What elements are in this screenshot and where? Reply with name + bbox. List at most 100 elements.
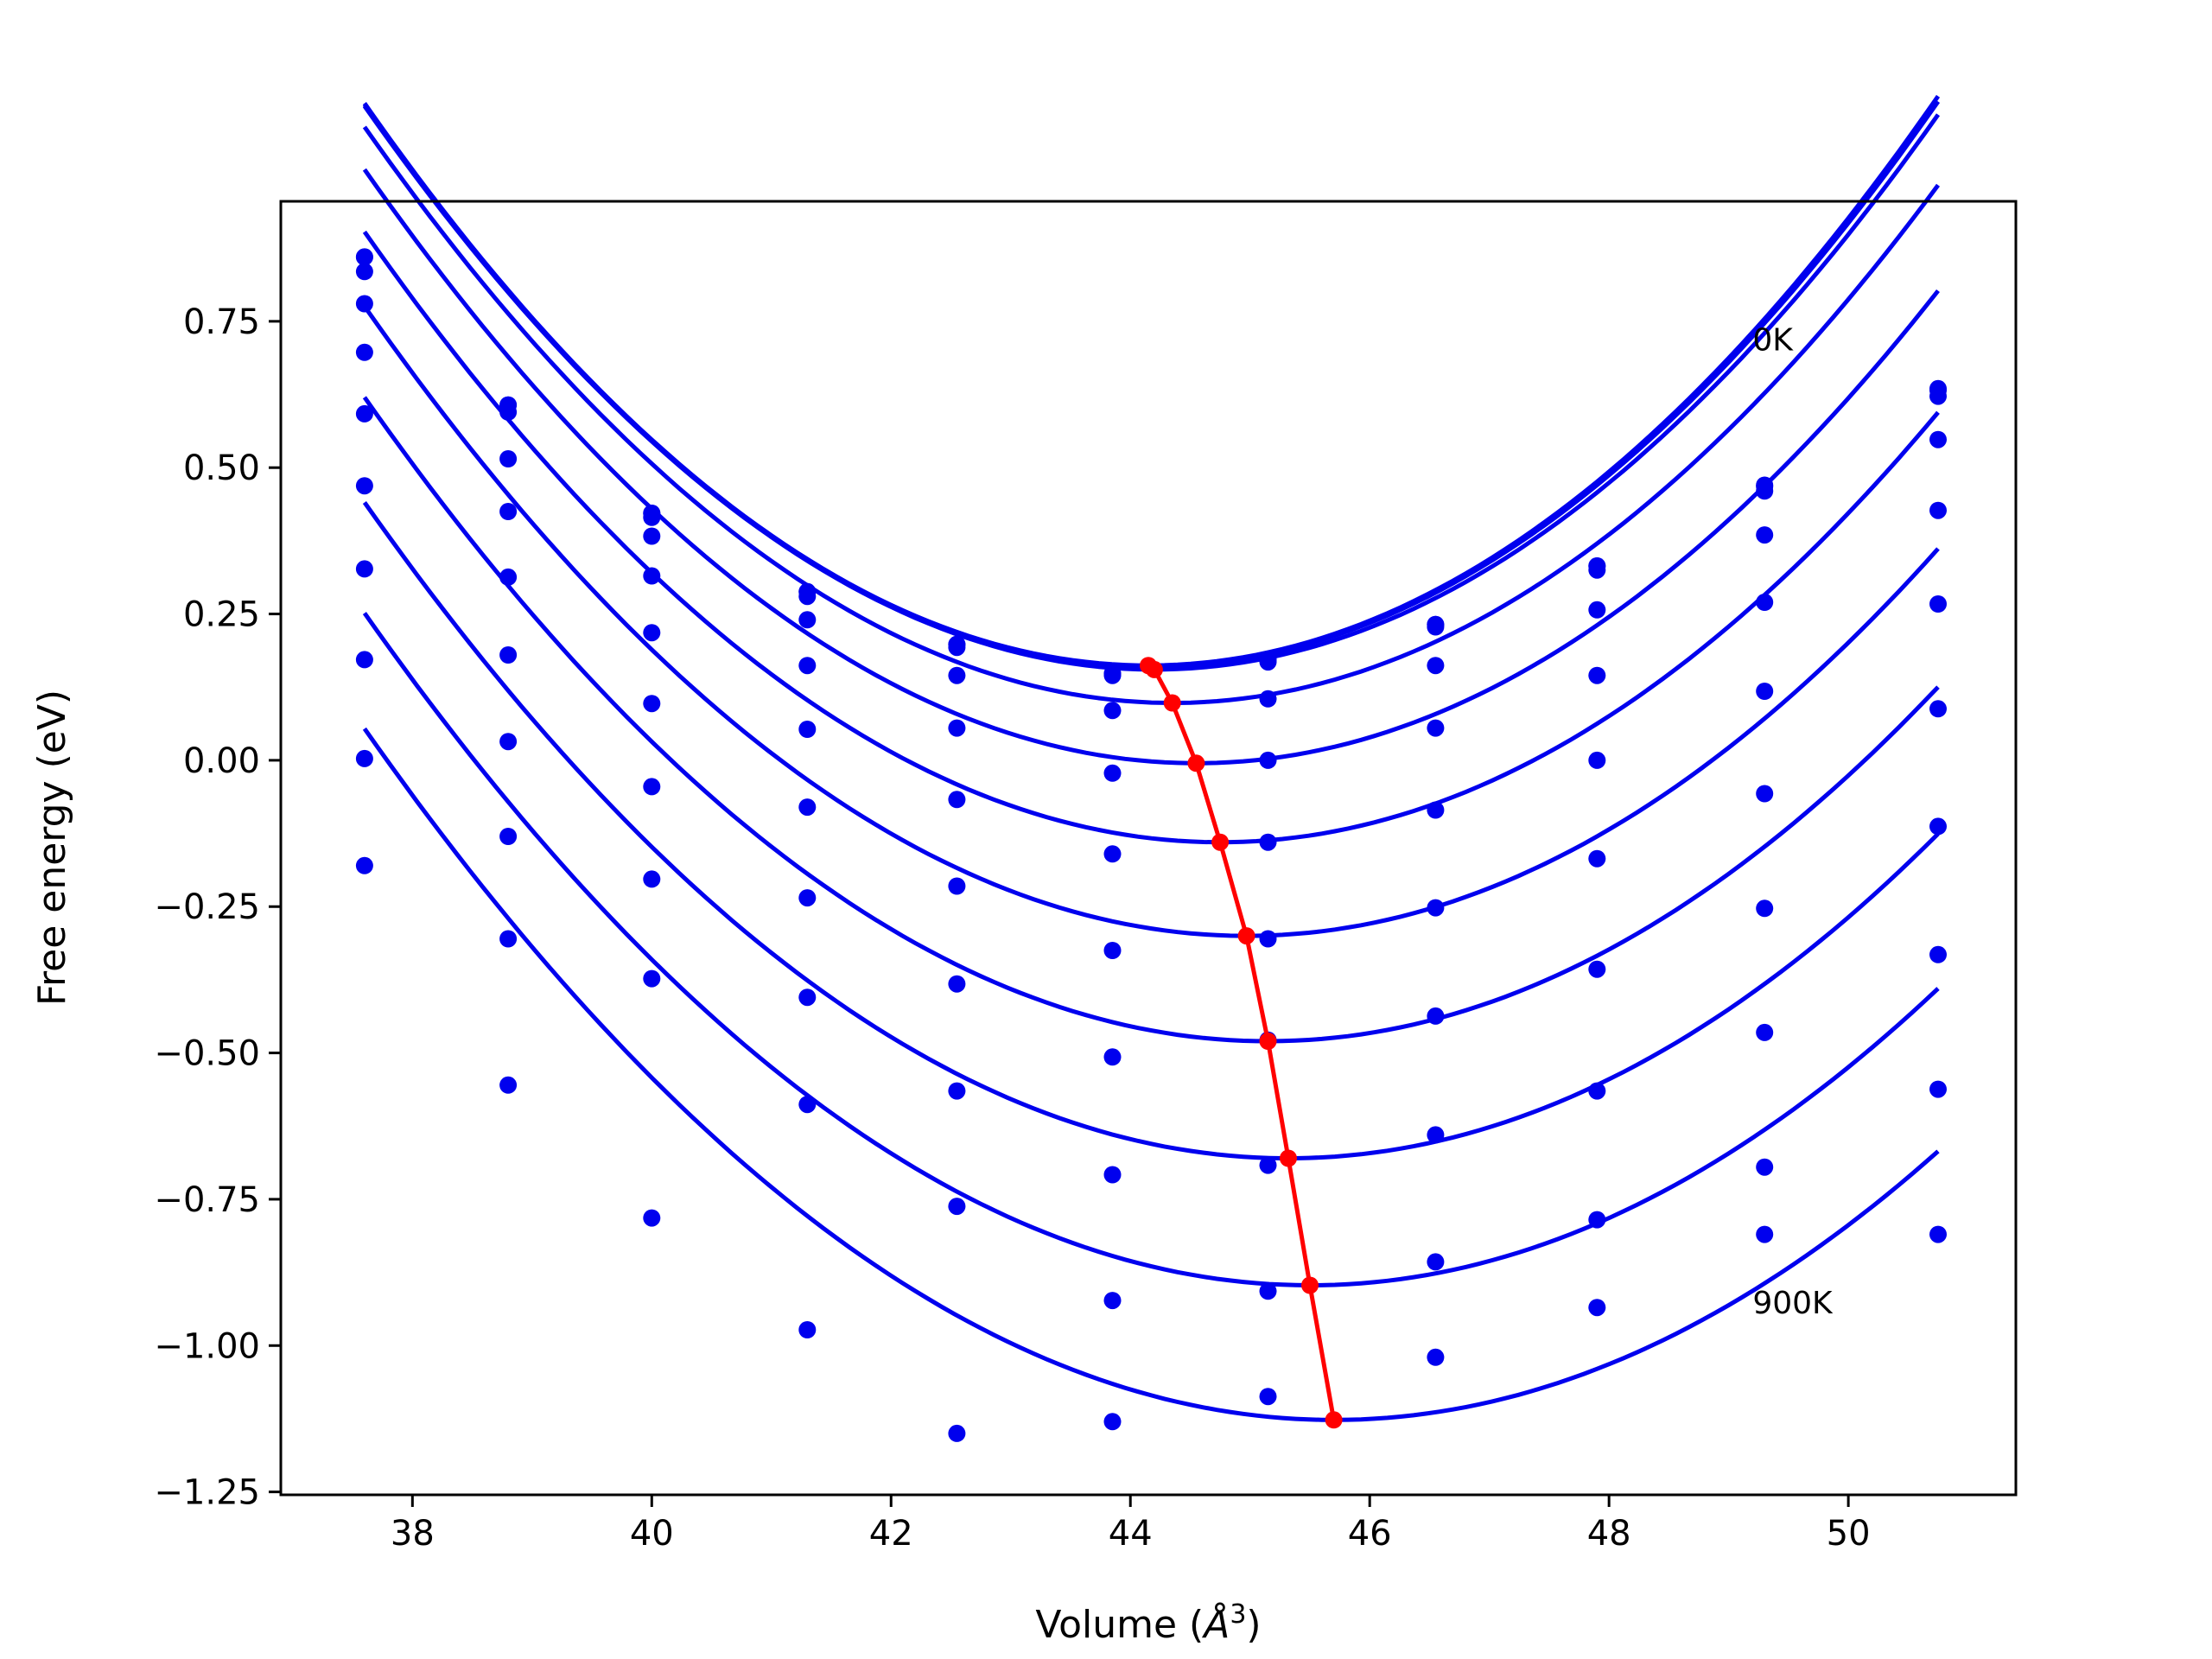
data-point	[1427, 1348, 1445, 1366]
data-point	[1103, 702, 1122, 720]
y-tick-label: 0.75	[183, 302, 260, 342]
data-point	[355, 263, 373, 281]
data-point	[1756, 1023, 1774, 1041]
minimum-point	[1163, 694, 1181, 712]
data-point	[1259, 1156, 1277, 1174]
data-point	[355, 295, 373, 313]
data-point	[798, 889, 817, 907]
data-point	[1103, 1166, 1122, 1184]
x-axis-ticks: 38 40 42 44 46 48 50	[391, 1495, 1871, 1554]
data-point	[1259, 1282, 1277, 1300]
x-tick-label: 48	[1587, 1514, 1631, 1554]
fit-curve-5	[362, 230, 1940, 845]
data-point	[355, 856, 373, 874]
data-point	[1427, 1007, 1445, 1025]
data-point	[948, 666, 966, 684]
temperature-annotation: 900K	[1752, 1286, 1834, 1321]
data-point	[1588, 601, 1606, 619]
data-point	[499, 646, 518, 664]
data-point	[499, 568, 518, 586]
data-point	[1103, 942, 1122, 959]
data-point	[798, 988, 817, 1007]
axes-frame	[279, 200, 2018, 1497]
data-point	[355, 749, 373, 767]
data-point	[1259, 690, 1277, 708]
x-tick-label: 38	[391, 1514, 435, 1554]
data-point	[1929, 1225, 1947, 1243]
minimum-point	[1145, 660, 1163, 678]
data-point	[1588, 849, 1606, 868]
data-point	[1929, 700, 1947, 718]
x-axis-label: Volume (Å3)	[1035, 1599, 1261, 1648]
data-point	[1588, 1299, 1606, 1317]
data-point	[1929, 817, 1947, 836]
data-point	[1588, 666, 1606, 684]
minimum-point	[1237, 927, 1255, 945]
data-point	[1756, 683, 1774, 700]
data-point	[499, 503, 518, 520]
data-point	[643, 527, 661, 545]
minima-line	[1140, 657, 1343, 1429]
fit-curve-9	[362, 612, 1940, 1288]
y-tick-label: −0.50	[154, 1034, 260, 1074]
y-tick-label: 0.25	[183, 595, 260, 635]
data-point	[1929, 501, 1947, 519]
data-point	[1588, 751, 1606, 769]
data-point	[1103, 845, 1122, 863]
data-point	[643, 695, 661, 713]
data-point	[1929, 945, 1947, 963]
data-point	[1427, 899, 1445, 917]
data-point	[1756, 482, 1774, 500]
data-point	[1427, 719, 1445, 737]
data-point	[948, 975, 966, 993]
y-axis-ticks: −1.25 −1.00 −0.75 −0.50 −0.25 0.00 0.25 0.50 0.7…	[154, 302, 281, 1513]
data-point	[1103, 764, 1122, 782]
data-point	[643, 969, 661, 988]
data-point	[948, 1198, 966, 1216]
data-point	[1259, 833, 1277, 851]
data-point	[1427, 618, 1445, 636]
data-point	[1427, 1253, 1445, 1271]
data-point	[1756, 1225, 1774, 1243]
data-point	[1103, 1048, 1122, 1066]
data-point	[798, 798, 817, 817]
data-point	[1929, 1080, 1947, 1098]
data-point	[798, 721, 817, 738]
data-point	[643, 870, 661, 888]
y-tick-label: −1.00	[154, 1326, 260, 1366]
data-point	[1756, 785, 1774, 803]
data-point	[355, 651, 373, 669]
data-point	[1929, 387, 1947, 405]
data-point	[1588, 1211, 1606, 1229]
data-points	[355, 248, 1947, 1442]
data-point	[499, 1076, 518, 1094]
data-point	[798, 1096, 817, 1114]
x-tick-label: 42	[869, 1514, 913, 1554]
data-point	[1427, 1126, 1445, 1144]
data-point	[499, 403, 518, 421]
x-tick-label: 44	[1109, 1514, 1153, 1554]
data-point	[1588, 960, 1606, 978]
fit-curve-6	[362, 305, 1940, 938]
data-point	[355, 477, 373, 495]
data-point	[643, 567, 661, 585]
data-point	[355, 560, 373, 578]
data-point	[1259, 751, 1277, 769]
fit-curve-8	[362, 501, 1940, 1160]
temperature-annotation: 0K	[1752, 323, 1794, 359]
x-tick-label: 46	[1348, 1514, 1392, 1554]
data-point	[948, 719, 966, 737]
fit-curve-3	[362, 125, 1941, 706]
data-point	[499, 930, 518, 948]
minimum-point	[1301, 1276, 1319, 1294]
fit-curve-7	[362, 396, 1940, 1044]
data-point	[643, 778, 661, 796]
x-tick-label: 50	[1827, 1514, 1871, 1554]
data-point	[798, 657, 817, 675]
plot-area	[281, 201, 2016, 1495]
minimum-point	[1187, 754, 1205, 772]
data-point	[948, 877, 966, 895]
data-point	[1103, 666, 1122, 684]
minima-path	[1147, 664, 1337, 1421]
